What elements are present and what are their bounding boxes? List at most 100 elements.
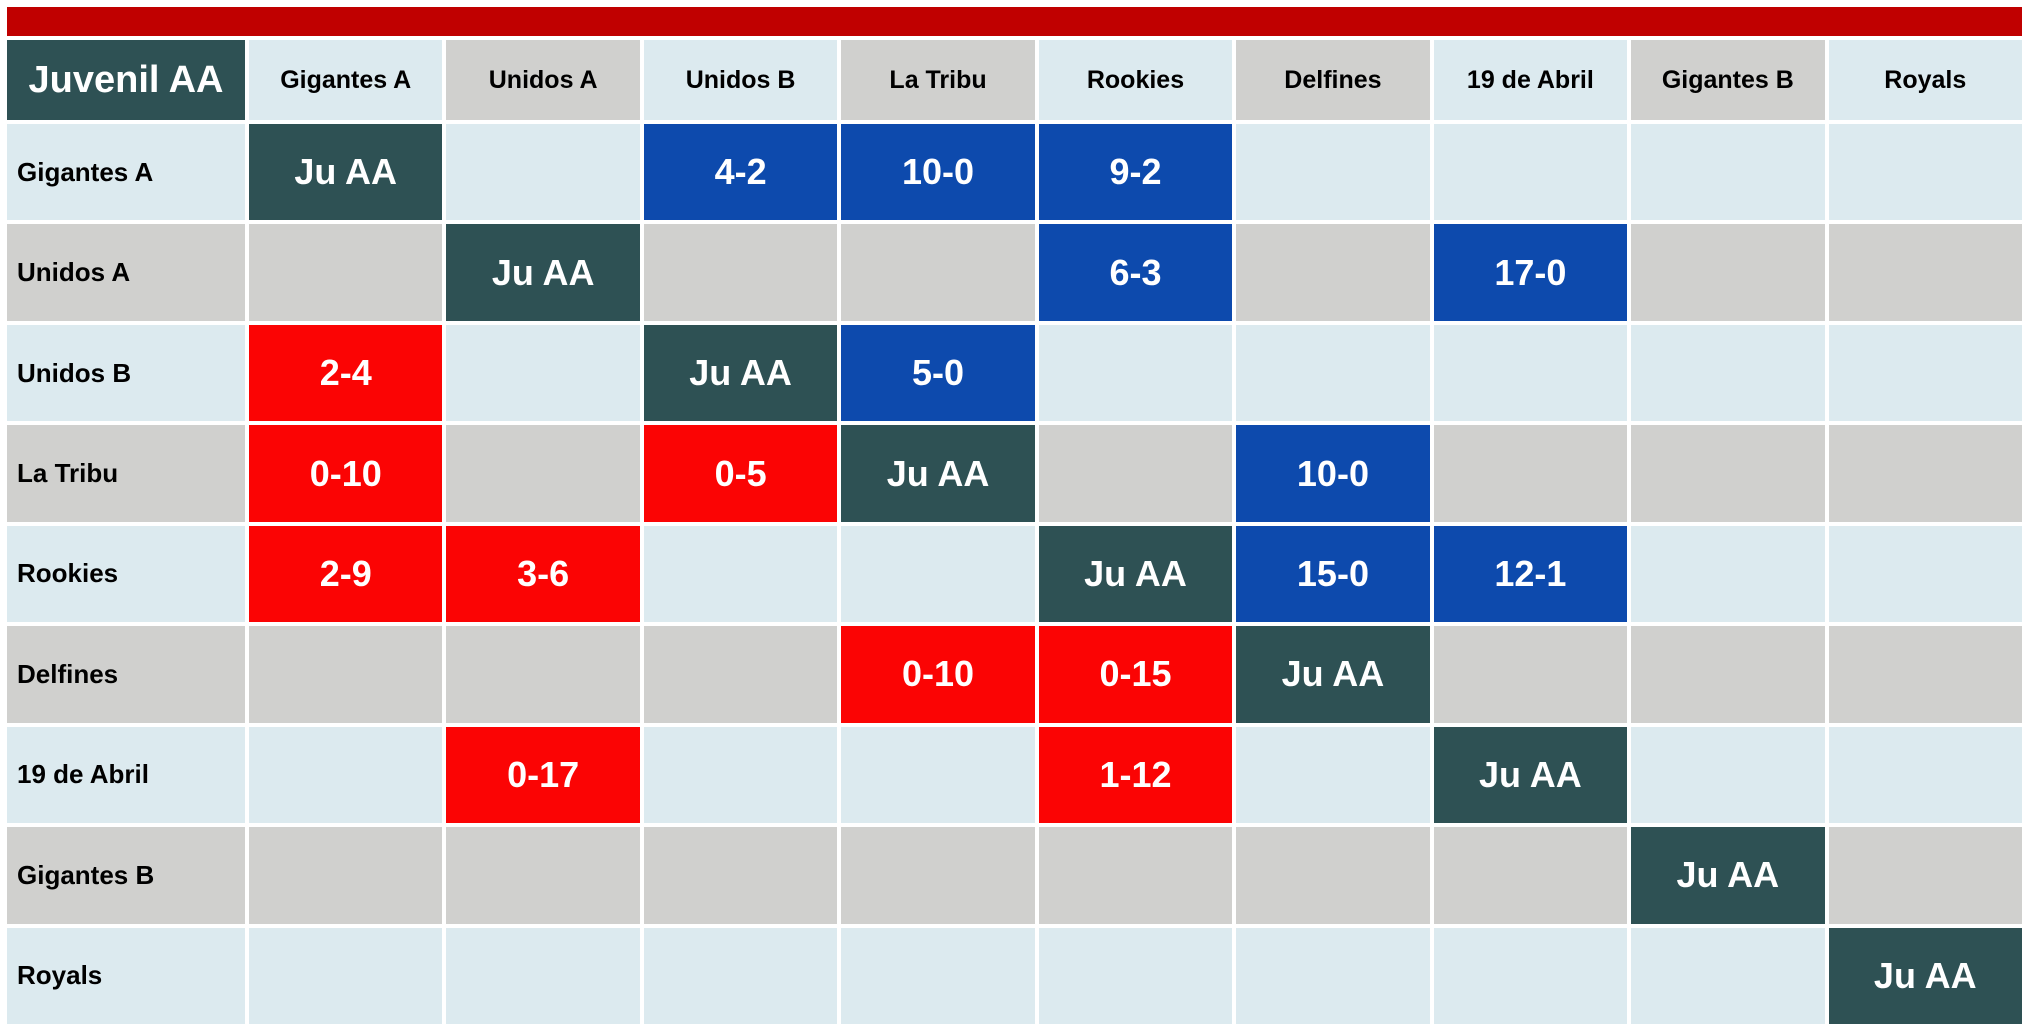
cell-unidos-b-vs-gigantes-a[interactable]: 2-4 [249, 324, 443, 422]
cell-delfines-vs-unidos-a[interactable] [446, 626, 640, 723]
cell-gigantes-b-vs-unidos-b[interactable] [643, 827, 838, 924]
cell-delfines-vs-gigantes-a[interactable] [249, 626, 443, 723]
cell-19-de-abril-vs-royals[interactable] [1828, 726, 2022, 824]
cell-delfines-vs-royals[interactable] [1828, 626, 2022, 723]
row-label-la-tribu[interactable]: La Tribu [7, 425, 245, 522]
cell-19-de-abril-vs-la-tribu[interactable] [841, 726, 1035, 824]
cell-delfines-vs-gigantes-b[interactable] [1631, 626, 1825, 723]
cell-gigantes-b-vs-royals[interactable] [1828, 827, 2022, 924]
cell-rookies-vs-19-de-abril[interactable]: 12-1 [1433, 525, 1628, 623]
cell-unidos-a-vs-19-de-abril[interactable]: 17-0 [1433, 224, 1628, 321]
col-header-unidos-a[interactable]: Unidos A [446, 40, 640, 120]
cell-unidos-a-vs-royals[interactable] [1828, 224, 2022, 321]
cell-royals-vs-la-tribu[interactable] [841, 927, 1035, 1024]
cell-delfines-vs-rookies[interactable]: 0-15 [1038, 626, 1233, 723]
cell-unidos-b-vs-rookies[interactable] [1038, 324, 1233, 422]
cell-royals-vs-gigantes-a[interactable] [249, 927, 443, 1024]
row-label-rookies[interactable]: Rookies [7, 525, 245, 623]
cell-unidos-a-vs-delfines[interactable] [1236, 224, 1430, 321]
col-header-unidos-b[interactable]: Unidos B [643, 40, 838, 120]
col-header-delfines[interactable]: Delfines [1236, 40, 1430, 120]
cell-self-la-tribu[interactable]: Ju AA [841, 425, 1035, 522]
cell-self-unidos-a[interactable]: Ju AA [446, 224, 640, 321]
cell-self-rookies[interactable]: Ju AA [1038, 525, 1233, 623]
cell-self-19-de-abril[interactable]: Ju AA [1433, 726, 1628, 824]
cell-19-de-abril-vs-delfines[interactable] [1236, 726, 1430, 824]
cell-gigantes-a-vs-unidos-b[interactable]: 4-2 [643, 124, 838, 221]
cell-gigantes-b-vs-unidos-a[interactable] [446, 827, 640, 924]
cell-self-delfines[interactable]: Ju AA [1236, 626, 1430, 723]
cell-unidos-a-vs-gigantes-b[interactable] [1631, 224, 1825, 321]
cell-19-de-abril-vs-unidos-b[interactable] [643, 726, 838, 824]
cell-rookies-vs-gigantes-a[interactable]: 2-9 [249, 525, 443, 623]
cell-rookies-vs-royals[interactable] [1828, 525, 2022, 623]
cell-gigantes-b-vs-la-tribu[interactable] [841, 827, 1035, 924]
cell-gigantes-a-vs-la-tribu[interactable]: 10-0 [841, 124, 1035, 221]
cell-self-unidos-b[interactable]: Ju AA [643, 324, 838, 422]
cell-self-gigantes-b[interactable]: Ju AA [1631, 827, 1825, 924]
cell-unidos-b-vs-la-tribu[interactable]: 5-0 [841, 324, 1035, 422]
cell-gigantes-a-vs-gigantes-b[interactable] [1631, 124, 1825, 221]
cell-la-tribu-vs-delfines[interactable]: 10-0 [1236, 425, 1430, 522]
col-header-royals[interactable]: Royals [1828, 40, 2022, 120]
cell-gigantes-b-vs-delfines[interactable] [1236, 827, 1430, 924]
cell-royals-vs-unidos-a[interactable] [446, 927, 640, 1024]
cell-rookies-vs-unidos-a[interactable]: 3-6 [446, 525, 640, 623]
cell-unidos-b-vs-royals[interactable] [1828, 324, 2022, 422]
cell-gigantes-a-vs-unidos-a[interactable] [446, 124, 640, 221]
col-header-rookies[interactable]: Rookies [1038, 40, 1233, 120]
cell-royals-vs-19-de-abril[interactable] [1433, 927, 1628, 1024]
cell-delfines-vs-la-tribu[interactable]: 0-10 [841, 626, 1035, 723]
cell-royals-vs-unidos-b[interactable] [643, 927, 838, 1024]
cell-delfines-vs-unidos-b[interactable] [643, 626, 838, 723]
cell-gigantes-a-vs-rookies[interactable]: 9-2 [1038, 124, 1233, 221]
cell-la-tribu-vs-rookies[interactable] [1038, 425, 1233, 522]
cell-unidos-b-vs-unidos-a[interactable] [446, 324, 640, 422]
cell-unidos-a-vs-gigantes-a[interactable] [249, 224, 443, 321]
cell-19-de-abril-vs-unidos-a[interactable]: 0-17 [446, 726, 640, 824]
cell-royals-vs-gigantes-b[interactable] [1631, 927, 1825, 1024]
col-header-19-de-abril[interactable]: 19 de Abril [1433, 40, 1628, 120]
cell-rookies-vs-la-tribu[interactable] [841, 525, 1035, 623]
cell-unidos-b-vs-gigantes-b[interactable] [1631, 324, 1825, 422]
row-label-gigantes-b[interactable]: Gigantes B [7, 827, 245, 924]
cell-unidos-b-vs-delfines[interactable] [1236, 324, 1430, 422]
cell-unidos-a-vs-unidos-b[interactable] [643, 224, 838, 321]
cell-royals-vs-rookies[interactable] [1038, 927, 1233, 1024]
cell-la-tribu-vs-19-de-abril[interactable] [1433, 425, 1628, 522]
cell-gigantes-b-vs-gigantes-a[interactable] [249, 827, 443, 924]
cell-19-de-abril-vs-gigantes-b[interactable] [1631, 726, 1825, 824]
cell-unidos-a-vs-la-tribu[interactable] [841, 224, 1035, 321]
row-label-delfines[interactable]: Delfines [7, 626, 245, 723]
cell-unidos-a-vs-rookies[interactable]: 6-3 [1038, 224, 1233, 321]
row-label-unidos-b[interactable]: Unidos B [7, 324, 245, 422]
row-label-unidos-a[interactable]: Unidos A [7, 224, 245, 321]
row-label-royals[interactable]: Royals [7, 927, 245, 1024]
cell-gigantes-b-vs-19-de-abril[interactable] [1433, 827, 1628, 924]
row-label-gigantes-a[interactable]: Gigantes A [7, 124, 245, 221]
col-header-la-tribu[interactable]: La Tribu [841, 40, 1035, 120]
cell-la-tribu-vs-royals[interactable] [1828, 425, 2022, 522]
cell-rookies-vs-delfines[interactable]: 15-0 [1236, 525, 1430, 623]
cell-royals-vs-delfines[interactable] [1236, 927, 1430, 1024]
cell-la-tribu-vs-unidos-a[interactable] [446, 425, 640, 522]
cell-rookies-vs-unidos-b[interactable] [643, 525, 838, 623]
cell-la-tribu-vs-gigantes-b[interactable] [1631, 425, 1825, 522]
cell-self-royals[interactable]: Ju AA [1828, 927, 2022, 1024]
cell-gigantes-a-vs-royals[interactable] [1828, 124, 2022, 221]
cell-gigantes-b-vs-rookies[interactable] [1038, 827, 1233, 924]
cell-unidos-b-vs-19-de-abril[interactable] [1433, 324, 1628, 422]
row-label-19-de-abril[interactable]: 19 de Abril [7, 726, 245, 824]
cell-rookies-vs-gigantes-b[interactable] [1631, 525, 1825, 623]
col-header-gigantes-b[interactable]: Gigantes B [1631, 40, 1825, 120]
cell-la-tribu-vs-unidos-b[interactable]: 0-5 [643, 425, 838, 522]
results-matrix-table: Juvenil AA Gigantes A Unidos A Unidos B La T… [7, 40, 2022, 1024]
cell-delfines-vs-19-de-abril[interactable] [1433, 626, 1628, 723]
cell-19-de-abril-vs-gigantes-a[interactable] [249, 726, 443, 824]
cell-la-tribu-vs-gigantes-a[interactable]: 0-10 [249, 425, 443, 522]
col-header-gigantes-a[interactable]: Gigantes A [249, 40, 443, 120]
cell-19-de-abril-vs-rookies[interactable]: 1-12 [1038, 726, 1233, 824]
cell-self-gigantes-a[interactable]: Ju AA [249, 124, 443, 221]
cell-gigantes-a-vs-delfines[interactable] [1236, 124, 1430, 221]
cell-gigantes-a-vs-19-de-abril[interactable] [1433, 124, 1628, 221]
